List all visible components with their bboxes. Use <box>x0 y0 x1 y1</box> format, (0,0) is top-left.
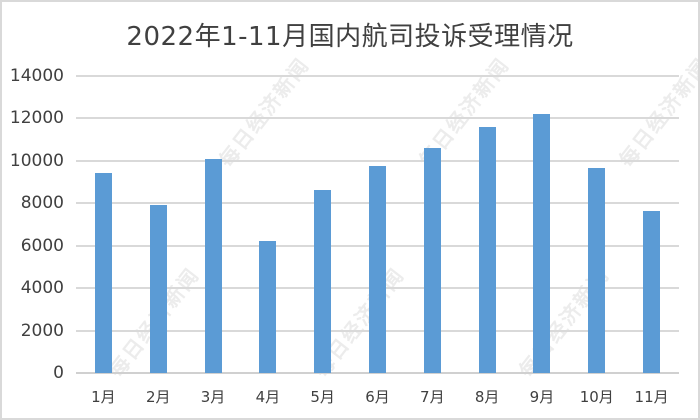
bar-2 <box>149 204 167 373</box>
y-axis-tick-label: 6000 <box>20 235 64 256</box>
bar-4 <box>259 241 277 373</box>
x-axis-tick-label: 9月 <box>529 388 555 406</box>
bar-5 <box>314 189 332 373</box>
y-axis-tick-label: 2000 <box>20 320 64 341</box>
bar-7 <box>423 147 441 373</box>
x-axis-tick-label: 11月 <box>634 388 669 406</box>
x-axis-tick-label: 5月 <box>310 388 335 406</box>
bar-6 <box>369 165 386 373</box>
y-axis-tick-label: 12000 <box>9 108 64 129</box>
x-axis-tick-label: 3月 <box>200 388 226 406</box>
x-axis-tick-label: 7月 <box>420 388 445 406</box>
gridline <box>76 117 679 120</box>
bar-8 <box>478 126 496 373</box>
x-axis-line <box>76 372 679 374</box>
bar-11 <box>643 210 661 373</box>
gridline <box>76 75 679 77</box>
x-axis-tick-label: 1月 <box>91 388 116 406</box>
bar-1 <box>94 172 112 373</box>
bar-9 <box>533 113 551 373</box>
x-axis-tick-label: 4月 <box>255 388 281 406</box>
chart-title: 2022年1-11月国内航司投诉受理情况 <box>126 22 574 52</box>
y-axis-tick-label: 8000 <box>20 193 64 214</box>
bar-3 <box>204 158 222 373</box>
watermark-text: 每日经济新闻 <box>214 53 315 172</box>
y-axis-tick-label: 10000 <box>9 150 64 171</box>
y-axis-tick-label: 14000 <box>9 66 64 86</box>
gridline <box>76 159 679 162</box>
x-axis-tick-label: 8月 <box>474 388 500 406</box>
x-axis-tick-label: 6月 <box>365 388 390 406</box>
y-axis-tick-label: 0 <box>53 363 64 383</box>
y-axis-tick-label: 4000 <box>20 278 64 299</box>
x-axis-tick-label: 10月 <box>579 388 614 406</box>
watermark-text: 每日经济新闻 <box>614 53 700 172</box>
bar-10 <box>588 167 606 373</box>
x-axis-tick-label: 2月 <box>145 388 171 406</box>
